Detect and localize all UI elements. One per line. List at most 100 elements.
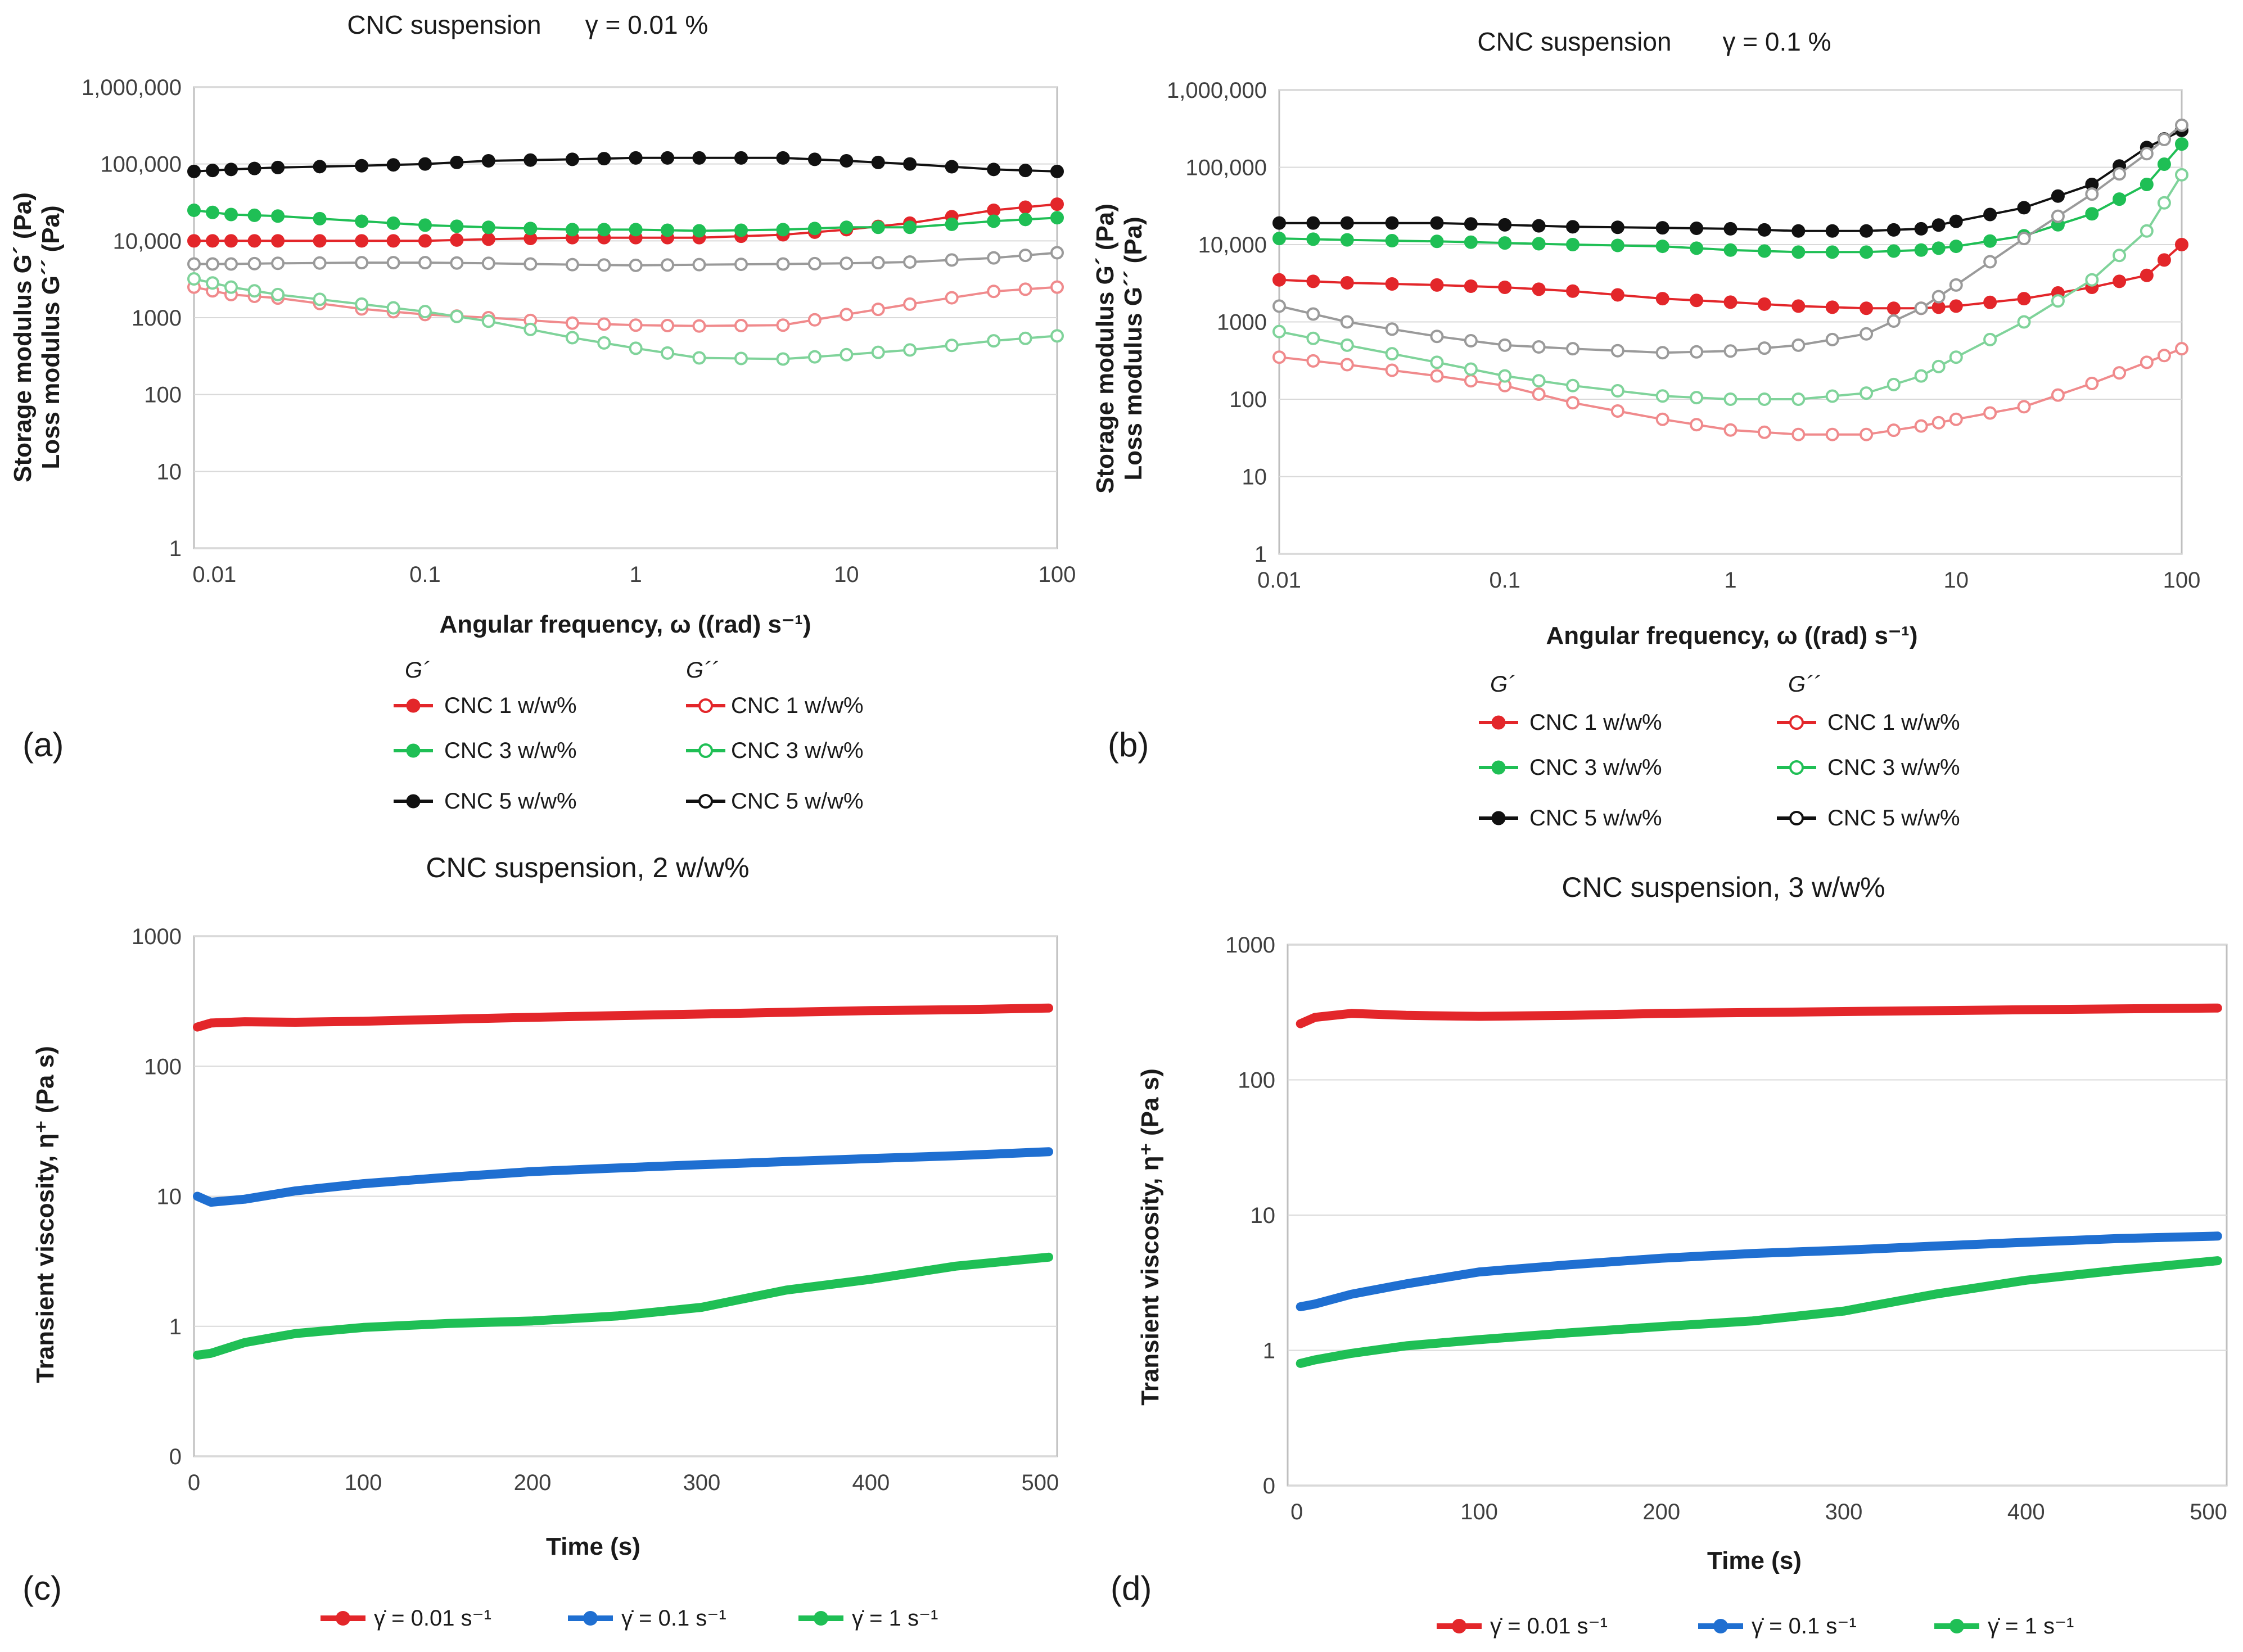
panel-b-data-point bbox=[1385, 347, 1399, 361]
panel-a-data-point bbox=[386, 158, 400, 172]
panel-b-data-point bbox=[1757, 244, 1771, 258]
panel-b-data-point bbox=[1887, 377, 1901, 391]
panel-a-data-point bbox=[418, 234, 432, 248]
panel-b-data-point bbox=[1690, 222, 1704, 236]
panel-a-data-point bbox=[1050, 211, 1064, 225]
panel-a-data-point bbox=[1018, 200, 1032, 214]
panel-a-data-point bbox=[224, 234, 238, 248]
panel-a-legend-item-loss-3: CNC 3 w/w% bbox=[686, 738, 864, 763]
panel-a-data-point bbox=[945, 338, 959, 353]
panel-b-plot: 1 10 100 1000 10,000 100,000 1,000,000 0.01 0.1 1… bbox=[1167, 78, 2200, 593]
panel-b-data-point bbox=[1931, 416, 1946, 430]
panel-d-xtick-label: 200 bbox=[1642, 1500, 1680, 1524]
panel-a-data-point bbox=[597, 152, 611, 166]
panel-c-xtick-label: 0 bbox=[188, 1470, 200, 1495]
panel-d: CNC suspension, 3 w/w% Transient viscosi… bbox=[1111, 872, 2228, 1639]
panel-b-series-line bbox=[1278, 173, 2183, 400]
panel-b-data-point bbox=[1610, 384, 1624, 398]
panel-b-data-point bbox=[2017, 400, 2031, 414]
panel-b-ytick-label: 1000 bbox=[1217, 310, 1267, 335]
panel-b-data-point bbox=[1757, 425, 1771, 439]
panel-a-data-point bbox=[481, 220, 495, 234]
panel-d-ylabel: Transient viscosity, η⁺ (Pa s) bbox=[1136, 1068, 1164, 1406]
panel-c-legend-item-0: γ̇ = 0.01 s⁻¹ bbox=[321, 1606, 491, 1631]
panel-b-data-point bbox=[1983, 207, 1997, 222]
panel-b-data-point bbox=[1498, 369, 1512, 383]
panel-b-ylabel-2: Loss modulus G´´ (Pa) bbox=[1120, 216, 1147, 480]
panel-d-xtick-label: 500 bbox=[2190, 1500, 2227, 1524]
panel-b-data-point bbox=[2017, 232, 2031, 246]
panel-b-data-point bbox=[2140, 224, 2154, 238]
panel-a-data-point bbox=[597, 336, 611, 350]
panel-c-ytick-label: 1 bbox=[169, 1315, 182, 1339]
panel-a-data-point bbox=[692, 319, 706, 333]
panel-a-legend-storage-5-label: CNC 5 w/w% bbox=[444, 789, 577, 814]
panel-a-series-line bbox=[193, 278, 1058, 360]
panel-b-data-point bbox=[1306, 354, 1320, 368]
panel-a-data-point bbox=[355, 234, 369, 248]
panel-b-data-point bbox=[1791, 338, 1806, 352]
panel-b-data-point bbox=[2175, 168, 2188, 182]
panel-a-data-point bbox=[205, 276, 219, 290]
panel-a-legend: G´ G´´ CNC 1 w/w% CNC 3 w/w% CNC 5 w/w% … bbox=[394, 658, 864, 814]
panel-a-data-point bbox=[807, 152, 822, 166]
panel-b-legend-header-storage: G´ bbox=[1490, 672, 1515, 697]
panel-c-xlabel: Time (s) bbox=[546, 1533, 640, 1560]
panel-c-xtick-label: 100 bbox=[345, 1470, 382, 1495]
panel-a-data-point bbox=[313, 211, 327, 225]
panel-b-data-point bbox=[1655, 240, 1669, 254]
panel-a-data-point bbox=[903, 157, 917, 171]
panel-b-data-point bbox=[1430, 216, 1444, 230]
panel-b-data-point bbox=[1498, 281, 1512, 295]
panel-a-data-point bbox=[481, 314, 495, 328]
panel-b-data-point bbox=[1385, 322, 1399, 336]
panel-b-data-point bbox=[1860, 224, 1874, 238]
panel-b-data-point bbox=[1566, 238, 1580, 251]
panel-d-ytick-label: 100 bbox=[1238, 1068, 1275, 1093]
panel-a-data-point bbox=[523, 257, 538, 271]
panel-a-data-point bbox=[450, 309, 464, 323]
panel-a-legend-item-storage-1: CNC 1 w/w% bbox=[394, 693, 577, 718]
panel-c-label: (c) bbox=[22, 1569, 62, 1607]
panel-b-data-point bbox=[1430, 330, 1444, 344]
panel-b-data-point bbox=[1306, 307, 1320, 321]
panel-a-data-point bbox=[840, 308, 854, 322]
panel-a-ytick-label: 100,000 bbox=[100, 152, 182, 177]
panel-b-data-point bbox=[1610, 288, 1624, 302]
panel-d-label: (d) bbox=[1111, 1569, 1152, 1607]
panel-b-xtick-label: 1 bbox=[1724, 568, 1736, 593]
panel-b-data-point bbox=[2085, 207, 2099, 221]
panel-b-data-point bbox=[2157, 253, 2171, 267]
panel-b-data-point bbox=[1825, 300, 1839, 314]
panel-b-data-point bbox=[1340, 338, 1354, 352]
panel-b-data-point bbox=[1655, 389, 1669, 403]
panel-b-data-point bbox=[2113, 366, 2127, 380]
panel-c-plot: 0 1 10 100 1000 0 100 200 300 400 500 bbox=[132, 924, 1059, 1495]
panel-b-data-point bbox=[1860, 386, 1874, 400]
panel-a-legend-loss-5-label: CNC 5 w/w% bbox=[731, 789, 864, 814]
panel-a-data-point bbox=[418, 218, 432, 232]
panel-c-ytick-label: 1000 bbox=[132, 924, 182, 949]
panel-b-data-point bbox=[1825, 332, 1839, 346]
panel-a-title-strain: γ = 0.01 % bbox=[585, 10, 708, 39]
panel-a-legend-item-loss-5: CNC 5 w/w% bbox=[686, 789, 864, 814]
panel-a-data-point bbox=[355, 159, 369, 173]
panel-a-ytick-label: 1000 bbox=[132, 306, 182, 331]
panel-b-data-point bbox=[1610, 238, 1624, 252]
panel-a-data-point bbox=[1018, 164, 1032, 178]
panel-b-data-point bbox=[1566, 342, 1580, 356]
panel-b-series-line bbox=[1278, 124, 2183, 354]
panel-b-legend-item-loss-3: CNC 3 w/w% bbox=[1777, 755, 1960, 780]
panel-a-data-point bbox=[597, 317, 611, 331]
panel-c-legend-item-2: γ̇ = 1 s⁻¹ bbox=[798, 1606, 938, 1631]
panel-a-data-point bbox=[187, 164, 201, 178]
panel-b-xtick-label: 0.1 bbox=[1489, 568, 1520, 593]
panel-b-title-main: CNC suspension bbox=[1477, 27, 1671, 56]
panel-d-xtick-label: 0 bbox=[1290, 1500, 1303, 1524]
panel-c-legend-0-label: γ̇ = 0.01 s⁻¹ bbox=[374, 1606, 491, 1631]
panel-b-data-point bbox=[1532, 282, 1546, 296]
panel-a-data-point bbox=[661, 318, 675, 332]
panel-a-label: (a) bbox=[22, 726, 64, 764]
panel-a-data-point bbox=[871, 155, 885, 169]
panel-b-data-point bbox=[1655, 346, 1669, 360]
